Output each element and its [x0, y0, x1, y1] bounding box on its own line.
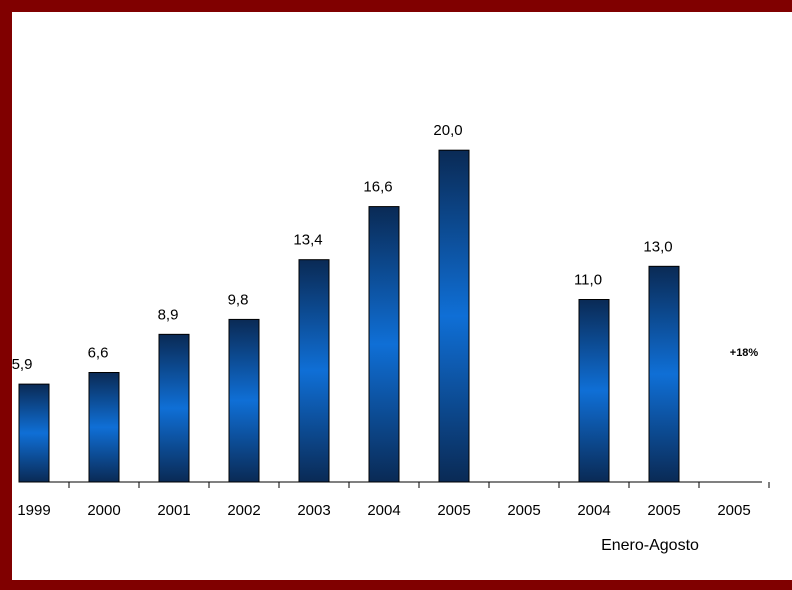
- data-label: 8,9: [158, 306, 179, 323]
- x-tick-label: 2003: [297, 502, 330, 519]
- x-tick-label: 2000: [87, 502, 120, 519]
- data-label: 16,6: [363, 179, 392, 196]
- bar-2000: [88, 372, 120, 483]
- data-label: 9,8: [228, 291, 249, 308]
- data-label: 6,6: [88, 345, 109, 362]
- data-label: 5,9: [12, 356, 32, 373]
- x-tick-label: 2005: [647, 502, 680, 519]
- data-label: 20,0: [433, 122, 462, 139]
- bar-2002: [228, 318, 260, 483]
- x-tick-label: 2004: [577, 502, 610, 519]
- bar-2001: [158, 333, 190, 483]
- data-label: 13,4: [293, 232, 322, 249]
- bar-2004: [368, 206, 400, 483]
- bar-2004: [578, 299, 610, 483]
- x-tick-label: 1999: [17, 502, 50, 519]
- group-label: Enero-Agosto: [601, 537, 699, 554]
- bar-2005: [438, 149, 470, 483]
- x-tick-label: 2002: [227, 502, 260, 519]
- x-tick-label: 2001: [157, 502, 190, 519]
- bar-chart: 1999 5,9 2000 6,6 2001 8,9 2002 9,8 2003 13,4 2004…: [12, 122, 770, 554]
- data-label: 13,0: [643, 238, 672, 255]
- bar-2005: [648, 265, 680, 483]
- growth-annotation: +18%: [730, 347, 759, 359]
- bar-1999: [18, 383, 50, 483]
- x-tick-label: 2004: [367, 502, 400, 519]
- x-tick-label: 2005: [717, 502, 750, 519]
- x-tick-label: 2005: [437, 502, 470, 519]
- data-label: 11,0: [574, 272, 602, 289]
- bar-2003: [298, 259, 330, 483]
- x-tick-label: 2005: [507, 502, 540, 519]
